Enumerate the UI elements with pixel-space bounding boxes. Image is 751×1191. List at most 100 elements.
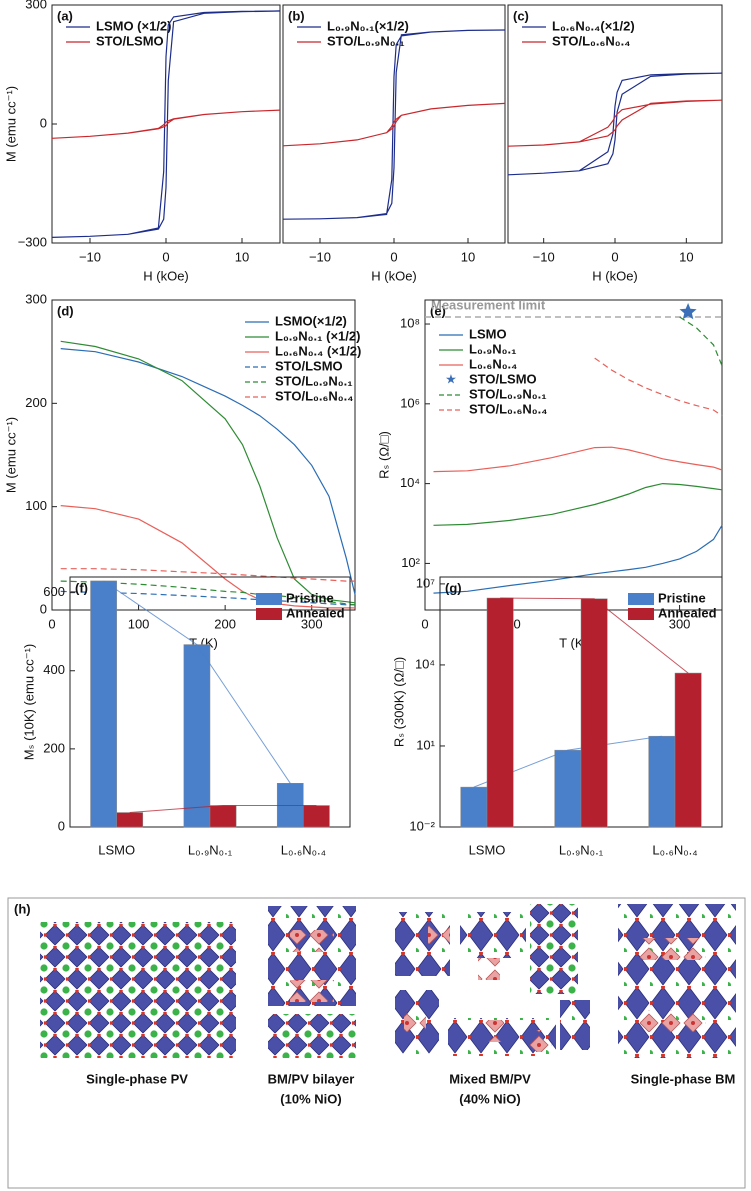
series-line: [60, 348, 356, 595]
panel: −300 0 300 −10 0 10 (a) H (kOe) M (emu cc⁻¹) LSMO…: [3, 0, 281, 283]
plot-frame: [424, 299, 723, 611]
x-tick-label: L₀.₆N₀.₄: [652, 842, 697, 857]
bm-structure: [618, 904, 736, 1058]
legend-marker: ★: [445, 371, 457, 386]
x-tick-label: 300: [669, 616, 691, 631]
legend-label: STO/L₀.₆N₀.₄: [552, 33, 630, 48]
y-axis-label: Rₛ (Ω/□): [376, 431, 391, 479]
tetrahedra: [428, 922, 450, 944]
legend-swatch: [256, 593, 282, 605]
y-tick-label: 10¹: [416, 737, 435, 752]
panel-label: (g): [445, 580, 462, 595]
bar: [460, 786, 488, 828]
legend-label: L₀.₉N₀.₁: [469, 341, 517, 356]
caption: Single-phase PV: [86, 1071, 188, 1086]
bar: [183, 644, 211, 828]
plot-frame: [51, 4, 281, 244]
plot-frame: [51, 299, 356, 611]
x-tick-label: 10: [679, 249, 693, 264]
x-tick-label: 10: [461, 249, 475, 264]
panel-label: (h): [14, 901, 31, 916]
series-line: [594, 357, 723, 417]
series-line: [433, 482, 723, 526]
x-tick-label: 0: [48, 616, 55, 631]
bar: [674, 672, 702, 828]
x-tick-label: −10: [533, 249, 555, 264]
trend-line: [103, 580, 291, 784]
x-tick-label: 200: [214, 616, 236, 631]
y-tick-label: 0: [58, 818, 65, 833]
legend-label: STO/L₀.₆N₀.₄: [469, 401, 547, 416]
series-line: [679, 316, 723, 366]
panel: 10⁻² 10¹ 10⁴ 10⁷ (g) Rₛ (300K) (Ω/□) PristineA…: [391, 575, 723, 857]
series-line: [433, 446, 723, 473]
x-tick-label: 100: [128, 616, 150, 631]
x-tick-label: LSMO: [98, 842, 135, 857]
bar: [648, 735, 676, 828]
y-axis-label: Mₛ (10K) (emu cc⁻¹): [21, 644, 36, 760]
bar: [116, 812, 144, 828]
star-point: [679, 303, 697, 320]
panel-label: (d): [57, 303, 74, 318]
y-tick-label: 0: [40, 115, 47, 130]
tetrahedra: [640, 938, 706, 960]
y-tick-label: 300: [25, 0, 47, 11]
annotation: Measurement limit: [431, 297, 546, 312]
legend-label: STO/LSMO: [275, 358, 343, 373]
x-tick-label: −10: [309, 249, 331, 264]
legend-label: LSMO (×1/2): [96, 18, 172, 33]
y-tick-label: 10⁴: [400, 475, 420, 490]
y-axis-label: M (emu cc⁻¹): [3, 417, 18, 493]
panel: −10 0 10 (b) H (kOe) L₀.₉N₀.₁(×1/2)STO/L₀.₉N₀…: [282, 4, 506, 283]
tetrahedra: [482, 1020, 504, 1042]
x-tick-label: 300: [301, 616, 323, 631]
series-line: [51, 109, 281, 139]
legend-label: L₀.₆N₀.₄(×1/2): [552, 18, 635, 33]
legend-swatch: [628, 608, 654, 620]
y-tick-label: 10⁸: [400, 315, 420, 330]
series-line: [507, 99, 723, 147]
caption: Single-phase BM: [631, 1071, 736, 1086]
y-tick-label: 300: [25, 291, 47, 306]
series-line: [60, 568, 355, 582]
x-tick-label: LSMO: [469, 842, 506, 857]
x-tick-label: 0: [162, 249, 169, 264]
bar: [209, 805, 237, 828]
panel: 0 200 400 600 (f) Mₛ (10K) (emu cc⁻¹) Pristine…: [21, 576, 351, 857]
series-line: [507, 72, 723, 176]
panel-label: (a): [57, 8, 73, 23]
y-tick-label: 200: [43, 740, 65, 755]
series-line: [433, 524, 723, 594]
panel: 10²10⁴10⁶10⁸0100200300(e)T (K)Rₛ (Ω/□)Me…: [376, 297, 723, 650]
panel-label: (f): [75, 580, 88, 595]
series-line: [51, 10, 281, 238]
legend-label: L₀.₆N₀.₄ (×1/2): [275, 343, 361, 358]
y-tick-label: 10⁴: [415, 656, 435, 671]
x-axis-label: H (kOe): [371, 268, 417, 283]
bar: [580, 598, 608, 828]
series-line: [282, 102, 506, 147]
legend-label: STO/LSMO: [469, 371, 537, 386]
legend-label: STO/L₀.₉N₀.₁: [327, 33, 405, 48]
series-line: [282, 29, 506, 220]
y-tick-label: 10⁻²: [409, 818, 435, 833]
y-tick-label: 10²: [401, 555, 420, 570]
x-tick-label: 0: [421, 616, 428, 631]
structure-diagrams: [7, 897, 746, 1189]
y-tick-label: 200: [25, 395, 47, 410]
legend-label: STO/L₀.₉N₀.₁: [469, 386, 547, 401]
legend-label: L₀.₆N₀.₄: [469, 356, 517, 371]
x-tick-label: L₀.₆N₀.₄: [281, 842, 326, 857]
caption: (10% NiO): [280, 1091, 341, 1106]
legend-label: STO/L₀.₆N₀.₄: [275, 388, 353, 403]
x-axis-label: H (kOe): [143, 268, 189, 283]
pv-structure: [268, 1014, 356, 1058]
legend-label: L₀.₉N₀.₁ (×1/2): [275, 328, 360, 343]
panel-label: (c): [513, 8, 529, 23]
legend-label: LSMO: [469, 326, 507, 341]
x-tick-label: 0: [611, 249, 618, 264]
y-tick-label: −300: [18, 234, 47, 249]
y-tick-label: 100: [25, 498, 47, 513]
